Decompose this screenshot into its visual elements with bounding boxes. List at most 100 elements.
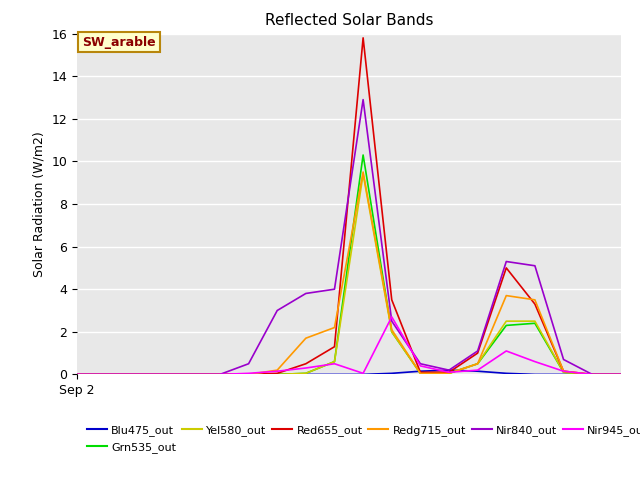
Redg715_out bbox=[331, 324, 339, 330]
Grn535_out bbox=[159, 372, 166, 377]
Nir840_out bbox=[188, 372, 195, 377]
Red655_out bbox=[445, 370, 453, 375]
Redg715_out bbox=[188, 372, 195, 377]
Nir945_out bbox=[102, 372, 109, 377]
Red655_out bbox=[417, 370, 424, 375]
Line: Grn535_out: Grn535_out bbox=[77, 155, 621, 374]
Yel580_out bbox=[617, 372, 625, 377]
Red655_out bbox=[273, 371, 281, 376]
Blu475_out bbox=[588, 372, 596, 377]
Nir945_out bbox=[159, 372, 166, 377]
Grn535_out bbox=[102, 372, 109, 377]
Line: Redg715_out: Redg715_out bbox=[77, 172, 621, 374]
Redg715_out bbox=[388, 327, 396, 333]
Blu475_out bbox=[617, 372, 625, 377]
Red655_out bbox=[102, 372, 109, 377]
Nir840_out bbox=[359, 97, 367, 103]
Blu475_out bbox=[73, 372, 81, 377]
Redg715_out bbox=[102, 372, 109, 377]
Red655_out bbox=[388, 297, 396, 303]
Redg715_out bbox=[73, 372, 81, 377]
Yel580_out bbox=[302, 371, 310, 376]
Yel580_out bbox=[417, 371, 424, 376]
Blu475_out bbox=[560, 372, 568, 377]
Nir945_out bbox=[130, 372, 138, 377]
Red655_out bbox=[73, 372, 81, 377]
Yel580_out bbox=[388, 329, 396, 335]
Nir945_out bbox=[73, 372, 81, 377]
Blu475_out bbox=[244, 372, 252, 377]
Blu475_out bbox=[474, 368, 481, 374]
Grn535_out bbox=[302, 371, 310, 376]
Grn535_out bbox=[331, 359, 339, 364]
Yel580_out bbox=[130, 372, 138, 377]
Nir945_out bbox=[244, 371, 252, 376]
Blu475_out bbox=[102, 372, 109, 377]
Blu475_out bbox=[130, 372, 138, 377]
Nir945_out bbox=[302, 365, 310, 371]
Redg715_out bbox=[273, 367, 281, 373]
Redg715_out bbox=[244, 372, 252, 377]
Red655_out bbox=[331, 344, 339, 349]
Nir840_out bbox=[102, 372, 109, 377]
Redg715_out bbox=[130, 372, 138, 377]
Blu475_out bbox=[388, 371, 396, 376]
Blu475_out bbox=[531, 372, 539, 377]
Nir945_out bbox=[331, 361, 339, 367]
Grn535_out bbox=[73, 372, 81, 377]
Redg715_out bbox=[359, 169, 367, 175]
Legend: Blu475_out, Grn535_out, Yel580_out, Red655_out, Redg715_out, Nir840_out, Nir945_: Blu475_out, Grn535_out, Yel580_out, Red6… bbox=[83, 421, 640, 457]
Yel580_out bbox=[159, 372, 166, 377]
Line: Nir945_out: Nir945_out bbox=[77, 317, 621, 374]
Grn535_out bbox=[445, 371, 453, 376]
Grn535_out bbox=[388, 329, 396, 335]
Grn535_out bbox=[188, 372, 195, 377]
Text: SW_arable: SW_arable bbox=[82, 36, 156, 48]
Line: Nir840_out: Nir840_out bbox=[77, 100, 621, 374]
Red655_out bbox=[560, 368, 568, 374]
Yel580_out bbox=[73, 372, 81, 377]
Redg715_out bbox=[617, 372, 625, 377]
Nir840_out bbox=[560, 357, 568, 362]
Redg715_out bbox=[302, 336, 310, 341]
Line: Red655_out: Red655_out bbox=[77, 38, 621, 374]
Nir945_out bbox=[617, 372, 625, 377]
Redg715_out bbox=[531, 297, 539, 303]
Nir840_out bbox=[388, 318, 396, 324]
Blu475_out bbox=[417, 368, 424, 374]
Red655_out bbox=[531, 301, 539, 307]
Grn535_out bbox=[560, 370, 568, 375]
Red655_out bbox=[502, 265, 510, 271]
Blu475_out bbox=[359, 372, 367, 377]
Blu475_out bbox=[302, 372, 310, 377]
Nir945_out bbox=[359, 371, 367, 376]
Grn535_out bbox=[244, 372, 252, 377]
Grn535_out bbox=[130, 372, 138, 377]
Nir945_out bbox=[388, 314, 396, 320]
Red655_out bbox=[588, 372, 596, 377]
Blu475_out bbox=[502, 371, 510, 376]
Yel580_out bbox=[216, 372, 224, 377]
Yel580_out bbox=[244, 372, 252, 377]
Red655_out bbox=[188, 372, 195, 377]
Yel580_out bbox=[502, 318, 510, 324]
Yel580_out bbox=[102, 372, 109, 377]
Red655_out bbox=[617, 372, 625, 377]
Nir840_out bbox=[302, 290, 310, 296]
Blu475_out bbox=[273, 372, 281, 377]
Red655_out bbox=[216, 372, 224, 377]
Yel580_out bbox=[188, 372, 195, 377]
Nir945_out bbox=[560, 368, 568, 374]
Redg715_out bbox=[417, 371, 424, 376]
Nir840_out bbox=[417, 361, 424, 367]
Nir840_out bbox=[445, 367, 453, 373]
Redg715_out bbox=[445, 371, 453, 376]
Grn535_out bbox=[417, 371, 424, 376]
Nir840_out bbox=[331, 286, 339, 292]
Grn535_out bbox=[359, 152, 367, 158]
Nir945_out bbox=[188, 372, 195, 377]
Nir945_out bbox=[417, 363, 424, 369]
Nir840_out bbox=[617, 372, 625, 377]
Redg715_out bbox=[474, 361, 481, 367]
Grn535_out bbox=[588, 372, 596, 377]
